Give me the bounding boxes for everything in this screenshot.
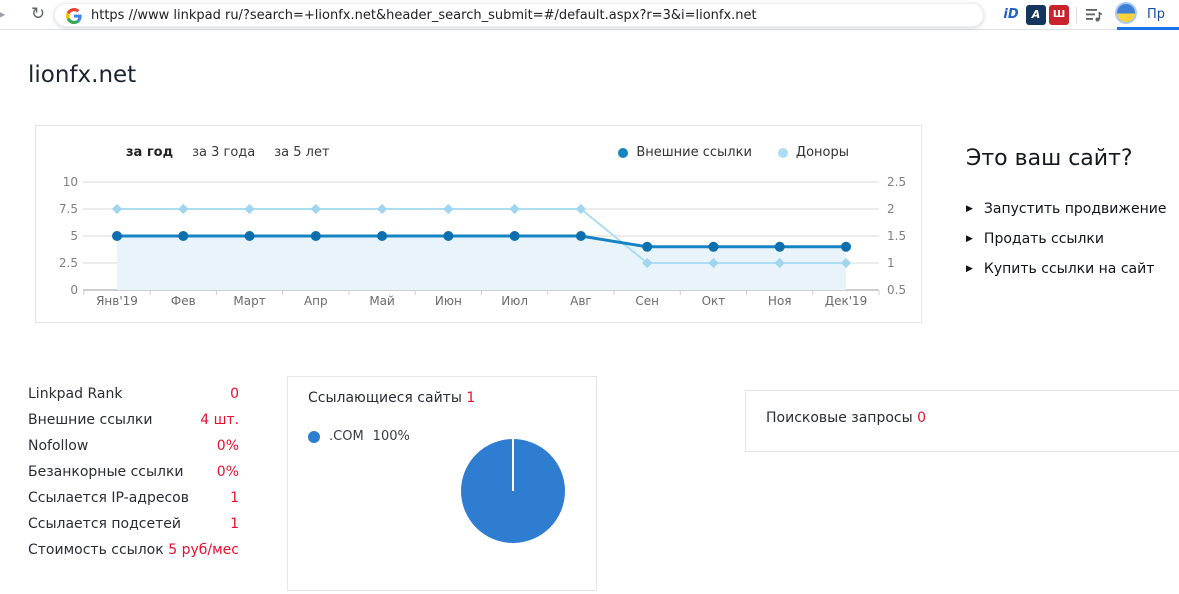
promo-link-label: Запустить продвижение [983, 201, 1167, 217]
chart-legend: Внешние ссылки Доноры [618, 145, 849, 160]
stat-value[interactable]: 0 [230, 386, 239, 402]
svg-text:Окт: Окт [702, 294, 726, 308]
toolbar-separator [1076, 7, 1077, 23]
search-queries-panel: Поисковые запросы 0 [745, 390, 1179, 452]
svg-text:5: 5 [70, 229, 78, 243]
links-history-chart-panel: 0 2.5 5 7.5 10 0.5 1 1.5 2 2.5 Янв'19 Фев Март Апр Май… [35, 125, 922, 323]
search-queries-label: Поисковые запросы [766, 410, 913, 426]
svg-text:1: 1 [887, 256, 895, 270]
referring-sites-panel: Ссылающиеся сайты 1 .COM 100% [287, 376, 597, 591]
stat-value[interactable]: 0% [216, 464, 239, 480]
legend-dot-icon [618, 147, 629, 158]
promo-link-2[interactable]: ▶ Купить ссылки на сайт [966, 261, 1176, 277]
svg-text:7.5: 7.5 [59, 202, 78, 216]
svg-text:Апр: Апр [304, 294, 328, 308]
links-history-line-chart: 0 2.5 5 7.5 10 0.5 1 1.5 2 2.5 Янв'19 Фев Март Апр Май… [59, 175, 906, 308]
stat-value[interactable]: 5 руб/мес [168, 542, 239, 558]
svg-text:Дек'19: Дек'19 [825, 294, 868, 308]
profile-active-indicator [1117, 27, 1179, 30]
legend-item-1[interactable]: Доноры [777, 145, 849, 160]
stat-label: Nofollow [28, 438, 89, 454]
stat-label: Стоимость ссылок [28, 542, 164, 558]
chart-tab-2[interactable]: за 5 лет [274, 145, 330, 160]
svg-text:0: 0 [70, 283, 78, 297]
profile-name[interactable]: Пр [1147, 7, 1166, 22]
stat-value[interactable]: 4 шт. [200, 412, 239, 428]
stat-row: Nofollow 0% [28, 433, 239, 459]
svg-text:0.5: 0.5 [887, 283, 906, 297]
legend-dot-icon [777, 147, 788, 158]
svg-text:Фев: Фев [171, 294, 196, 308]
svg-text:Март: Март [233, 294, 265, 308]
svg-text:10: 10 [63, 175, 78, 189]
address-bar[interactable]: https //www linkpad ru/?search=+lionfx.n… [54, 3, 984, 27]
stat-row: Ссылается IP-адресов 1 [28, 485, 239, 511]
bullet-arrow-icon: ▶ [966, 264, 973, 274]
forward-icon[interactable]: ▶ [0, 5, 11, 23]
stat-label: Linkpad Rank [28, 386, 123, 402]
refresh-icon[interactable]: ↻ [30, 4, 46, 24]
legend-label: Внешние ссылки [636, 145, 752, 160]
svg-text:2.5: 2.5 [59, 256, 78, 270]
svg-text:Янв'19: Янв'19 [96, 294, 138, 308]
legend-label: Доноры [795, 145, 849, 160]
svg-text:1.5: 1.5 [887, 229, 906, 243]
stat-row: Безанкорные ссылки 0% [28, 459, 239, 485]
stat-value[interactable]: 1 [230, 490, 239, 506]
stat-value[interactable]: 1 [230, 516, 239, 532]
bullet-arrow-icon: ▶ [966, 234, 973, 244]
chart-period-tabs: за год за 3 года за 5 лет [126, 145, 330, 160]
referring-sites-title: Ссылающиеся сайты 1 [308, 390, 475, 406]
extension-red-icon[interactable]: Ш [1049, 5, 1069, 25]
stat-row: Linkpad Rank 0 [28, 381, 239, 407]
google-logo-icon [66, 8, 82, 24]
stat-label: Безанкорные ссылки [28, 464, 184, 480]
page-title: lionfx.net [28, 62, 137, 88]
search-queries-count: 0 [917, 410, 927, 426]
stat-label: Внешние ссылки [28, 412, 153, 428]
stat-row: Стоимость ссылок 5 руб/мес [28, 537, 239, 563]
pie-legend-pct: 100% [372, 429, 410, 444]
browser-toolbar: ▶ ↻ https //www linkpad ru/?search=+lion… [0, 0, 1179, 30]
referring-sites-count: 1 [466, 390, 476, 406]
pie-legend-dot-icon [308, 430, 320, 443]
svg-text:Май: Май [369, 294, 395, 308]
svg-text:Ноя: Ноя [768, 294, 792, 308]
svg-text:Июл: Июл [501, 294, 528, 308]
pie-legend-label: .COM [329, 429, 364, 444]
promo-link-0[interactable]: ▶ Запустить продвижение [966, 201, 1176, 217]
chart-tab-1[interactable]: за 3 года [192, 145, 256, 160]
url-text: https //www linkpad ru/?search=+lionfx.n… [91, 8, 757, 23]
site-stats-list: Linkpad Rank 0 Внешние ссылки 4 шт. Nofollow… [28, 381, 239, 563]
stat-label: Ссылается подсетей [28, 516, 181, 532]
referring-sites-label: Ссылающиеся сайты [308, 390, 462, 406]
bullet-arrow-icon: ▶ [966, 204, 973, 214]
promo-block: Это ваш сайт? ▶ Запустить продвижение ▶ Про… [966, 146, 1176, 291]
promo-link-label: Купить ссылки на сайт [983, 261, 1155, 277]
profile-avatar[interactable] [1115, 2, 1137, 24]
extension-navy-icon[interactable]: A [1026, 5, 1046, 25]
legend-item-0[interactable]: Внешние ссылки [618, 145, 752, 160]
stat-row: Внешние ссылки 4 шт. [28, 407, 239, 433]
svg-text:Авг: Авг [570, 294, 592, 308]
promo-link-1[interactable]: ▶ Продать ссылки [966, 231, 1176, 247]
stat-label: Ссылается IP-адресов [28, 490, 189, 506]
extension-id-icon[interactable]: iD [1003, 7, 1019, 22]
svg-text:2: 2 [887, 202, 895, 216]
stat-row: Ссылается подсетей 1 [28, 511, 239, 537]
promo-heading: Это ваш сайт? [966, 146, 1133, 171]
promo-link-label: Продать ссылки [983, 231, 1104, 247]
pie-legend-item[interactable]: .COM 100% [308, 429, 410, 444]
promo-links: ▶ Запустить продвижение ▶ Продать ссылки ▶ Ку… [966, 201, 1176, 277]
stat-value[interactable]: 0% [216, 438, 239, 454]
reading-list-icon[interactable] [1085, 6, 1103, 24]
svg-text:Сен: Сен [635, 294, 659, 308]
svg-text:Июн: Июн [435, 294, 462, 308]
svg-text:2.5: 2.5 [887, 175, 906, 189]
referring-sites-pie-chart [461, 438, 565, 543]
chart-tab-0[interactable]: за год [126, 145, 174, 160]
